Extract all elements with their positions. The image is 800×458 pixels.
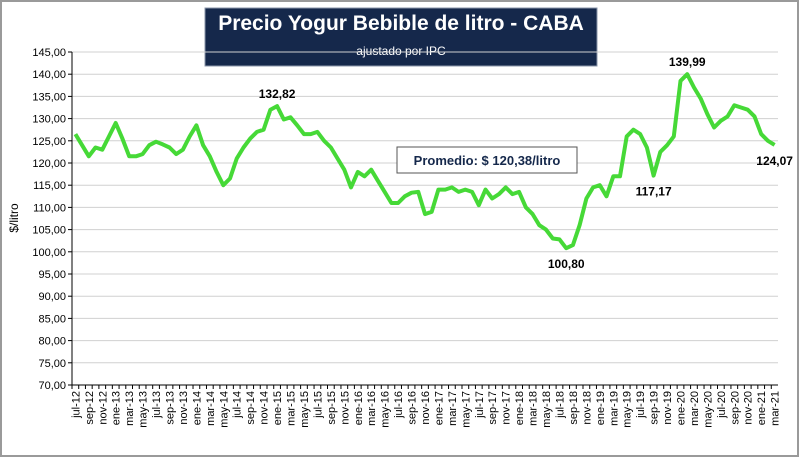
y-tick-label: 100,00 [32,247,66,259]
x-tick-label: jul-17 [474,391,486,419]
x-tick-label: nov-20 [743,391,755,425]
data-label: 100,80 [548,257,585,271]
x-tick-label: mar-19 [608,391,620,426]
data-label: 139,99 [669,55,706,69]
chart-title: Precio Yogur Bebible de litro - CABA [218,12,584,35]
x-tick-label: may-16 [380,391,392,428]
x-tick-label: nov-18 [581,391,593,425]
x-tick-label: may-19 [622,391,634,428]
x-tick-label: jul-20 [716,391,728,419]
x-tick-label: jul-14 [232,391,244,419]
x-tick-label: jul-19 [635,391,647,419]
y-tick-label: 115,00 [33,180,66,192]
x-tick-label: may-20 [702,391,714,428]
x-tick-label: sep-13 [164,391,176,425]
data-label: 124,07 [756,154,793,168]
x-tick-label: mar-13 [124,391,136,426]
x-tick-label: sep-15 [326,391,338,425]
x-tick-label: mar-18 [528,391,540,426]
x-tick-label: nov-13 [178,391,190,425]
x-tick-label: sep-20 [729,391,741,425]
data-line [73,72,776,251]
x-tick-label: may-17 [460,391,472,428]
x-tick-label: may-15 [299,391,311,428]
x-tick-label: may-13 [138,391,150,428]
title-box [204,7,598,67]
y-tick-label: 135,00 [32,91,66,103]
x-tick-label: ene-13 [111,391,123,425]
x-tick-label: ene-16 [353,391,365,425]
x-tick-label: mar-16 [366,391,378,426]
x-tick-label: nov-17 [501,391,513,425]
x-tick-label: ene-15 [272,391,284,425]
y-tick-label: 140,00 [32,69,66,81]
x-tick-label: ene-14 [191,391,203,425]
y-tick-label: 75,00 [38,358,66,370]
x-tick-label: ene-18 [514,391,526,425]
y-axis-label: $/litro [7,203,21,233]
x-tick-label: jul-15 [312,391,324,419]
chart-subtitle: - ajustado por IPC - [349,44,453,58]
x-tick-label: sep-14 [245,391,257,425]
x-tick-label: may-18 [541,391,553,428]
x-tick-label: nov-12 [97,391,109,425]
x-tick-label: nov-19 [662,391,674,425]
y-tick-label: 80,00 [38,336,66,348]
x-tick-label: sep-19 [649,391,661,425]
x-tick-label: mar-21 [770,391,782,426]
annotation-box [396,146,578,174]
annotation: Promedio: $ 120,38/litro [414,153,561,168]
x-tick-label: sep-16 [407,391,419,425]
x-tick-label: nov-14 [259,391,271,425]
x-tick-label: mar-20 [689,391,701,426]
y-tick-label: 125,00 [32,136,66,148]
y-tick-label: 70,00 [38,380,66,392]
y-tick-label: 145,00 [32,47,66,59]
x-tick-label: sep-17 [487,391,499,425]
x-tick-label: mar-17 [447,391,459,426]
x-tick-label: nov-15 [339,391,351,425]
x-tick-label: nov-16 [420,391,432,425]
y-tick-label: 90,00 [38,291,66,303]
x-tick-label: jul-16 [393,391,405,419]
x-tick-label: mar-14 [205,391,217,426]
x-tick-label: mar-15 [286,391,298,426]
y-tick-label: 105,00 [32,225,66,237]
x-tick-label: ene-19 [595,391,607,425]
data-label: 117,17 [636,185,672,199]
data-label: 132,82 [259,87,296,101]
x-tick-label: jul-12 [70,391,82,419]
x-tick-label: ene-17 [433,391,445,425]
x-tick-label: sep-12 [84,391,96,425]
x-tick-label: sep-18 [568,391,580,425]
y-tick-label: 110,00 [33,202,66,214]
x-tick-label: jul-13 [151,391,163,419]
y-tick-label: 120,00 [32,158,66,170]
x-tick-label: may-14 [218,391,230,428]
x-tick-label: ene-21 [756,391,768,425]
y-tick-label: 85,00 [38,313,66,325]
y-tick-label: 130,00 [32,114,66,126]
x-tick-label: jul-18 [554,391,566,419]
x-tick-label: ene-20 [676,391,688,425]
y-tick-label: 95,00 [38,269,66,281]
